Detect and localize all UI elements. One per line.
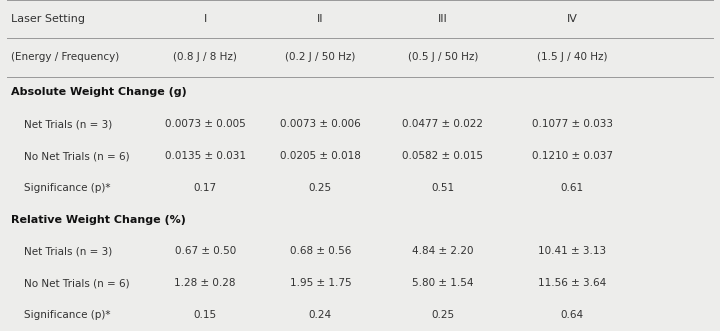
Text: 0.0477 ± 0.022: 0.0477 ± 0.022: [402, 119, 483, 129]
Text: (1.5 J / 40 Hz): (1.5 J / 40 Hz): [537, 52, 608, 63]
Text: 0.17: 0.17: [194, 183, 217, 193]
Text: (0.2 J / 50 Hz): (0.2 J / 50 Hz): [285, 52, 356, 63]
Text: Significance (p)*: Significance (p)*: [11, 183, 110, 193]
Text: Absolute Weight Change (g): Absolute Weight Change (g): [11, 87, 186, 98]
Text: (Energy / Frequency): (Energy / Frequency): [11, 52, 119, 63]
Text: 0.0073 ± 0.006: 0.0073 ± 0.006: [280, 119, 361, 129]
Text: 0.0205 ± 0.018: 0.0205 ± 0.018: [280, 151, 361, 161]
Text: 0.67 ± 0.50: 0.67 ± 0.50: [174, 247, 236, 257]
Text: 5.80 ± 1.54: 5.80 ± 1.54: [412, 278, 474, 288]
Text: (0.8 J / 8 Hz): (0.8 J / 8 Hz): [174, 52, 237, 63]
Text: 0.25: 0.25: [431, 310, 454, 320]
Text: 10.41 ± 3.13: 10.41 ± 3.13: [539, 247, 606, 257]
Text: 0.25: 0.25: [309, 183, 332, 193]
Text: Laser Setting: Laser Setting: [11, 14, 85, 24]
Text: 0.64: 0.64: [561, 310, 584, 320]
Text: II: II: [317, 14, 324, 24]
Text: No Net Trials (n = 6): No Net Trials (n = 6): [11, 278, 130, 288]
Text: Significance (p)*: Significance (p)*: [11, 310, 110, 320]
Text: Relative Weight Change (%): Relative Weight Change (%): [11, 215, 186, 225]
Text: I: I: [204, 14, 207, 24]
Text: 0.61: 0.61: [561, 183, 584, 193]
Text: 11.56 ± 3.64: 11.56 ± 3.64: [539, 278, 606, 288]
Text: 0.1210 ± 0.037: 0.1210 ± 0.037: [532, 151, 613, 161]
Text: (0.5 J / 50 Hz): (0.5 J / 50 Hz): [408, 52, 478, 63]
Text: 0.68 ± 0.56: 0.68 ± 0.56: [289, 247, 351, 257]
Text: 1.28 ± 0.28: 1.28 ± 0.28: [174, 278, 236, 288]
Text: Net Trials (n = 3): Net Trials (n = 3): [11, 247, 112, 257]
Text: 0.24: 0.24: [309, 310, 332, 320]
Text: 0.0135 ± 0.031: 0.0135 ± 0.031: [165, 151, 246, 161]
Text: Net Trials (n = 3): Net Trials (n = 3): [11, 119, 112, 129]
Text: 0.0073 ± 0.005: 0.0073 ± 0.005: [165, 119, 246, 129]
Text: 0.15: 0.15: [194, 310, 217, 320]
Text: 0.0582 ± 0.015: 0.0582 ± 0.015: [402, 151, 483, 161]
Text: III: III: [438, 14, 448, 24]
Text: 4.84 ± 2.20: 4.84 ± 2.20: [412, 247, 474, 257]
Text: No Net Trials (n = 6): No Net Trials (n = 6): [11, 151, 130, 161]
Text: 0.1077 ± 0.033: 0.1077 ± 0.033: [532, 119, 613, 129]
Text: 1.95 ± 1.75: 1.95 ± 1.75: [289, 278, 351, 288]
Text: 0.51: 0.51: [431, 183, 454, 193]
Text: IV: IV: [567, 14, 578, 24]
